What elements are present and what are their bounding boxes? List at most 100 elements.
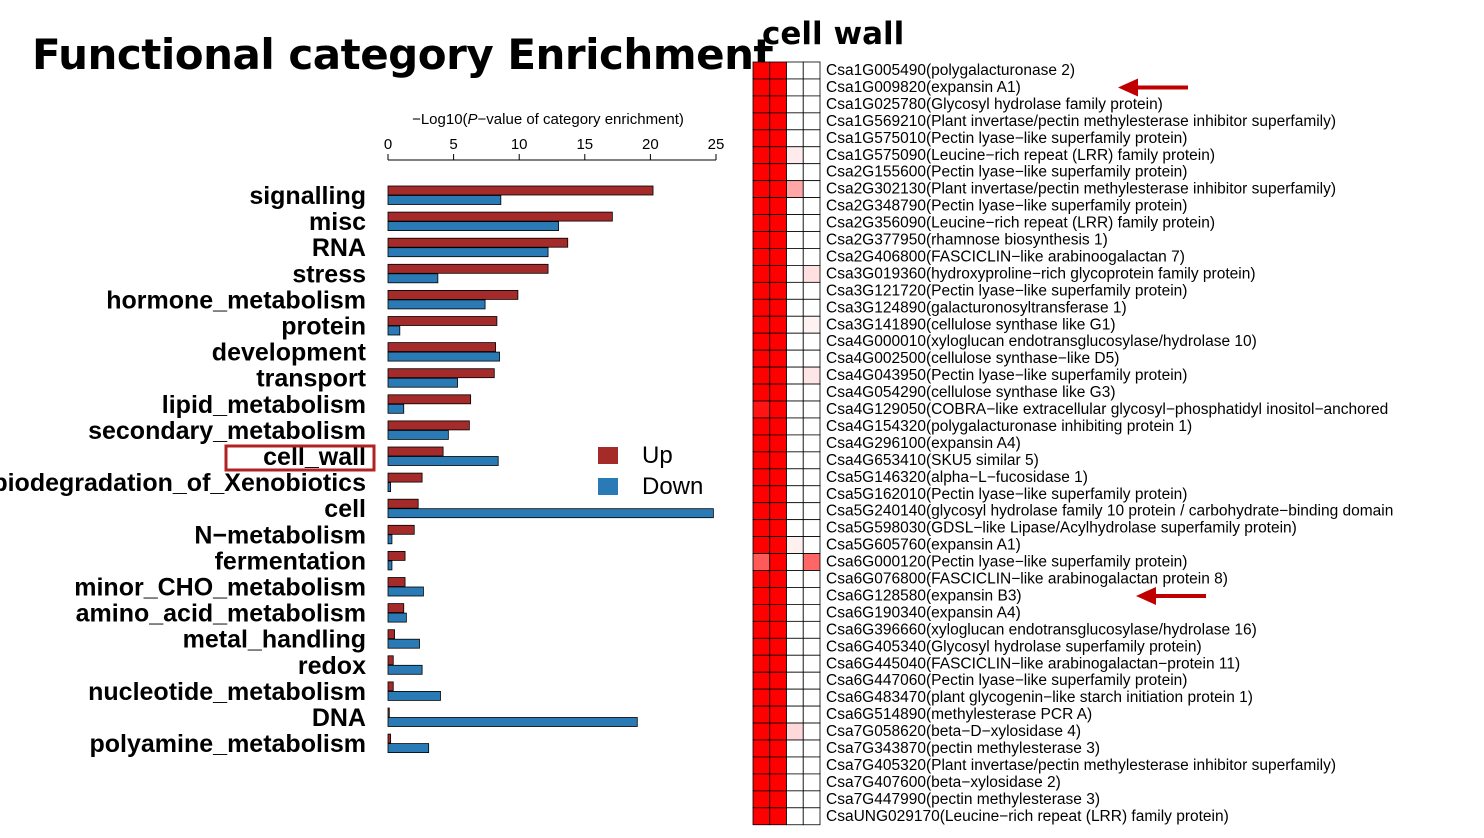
x-tick-label: 0 xyxy=(384,136,392,153)
heatmap-cell xyxy=(752,790,771,809)
heatmap-cell xyxy=(802,78,821,97)
bar-down xyxy=(387,612,407,623)
slide-title: Functional category Enrichment xyxy=(32,30,774,79)
heatmap-cell xyxy=(769,553,787,571)
heatmap-cell xyxy=(802,214,821,232)
heatmap-cell xyxy=(786,248,804,266)
heatmap-cell xyxy=(802,756,821,775)
bar-up xyxy=(387,446,444,457)
gene-label: Csa3G019360(hydroxyproline−rich glycopro… xyxy=(826,265,1255,282)
heatmap-cell xyxy=(752,671,771,690)
heatmap-cell xyxy=(752,197,771,215)
heatmap-cell xyxy=(802,197,821,215)
heatmap-cell xyxy=(786,739,804,758)
heatmap-cell xyxy=(802,773,821,792)
heatmap-cell xyxy=(786,722,804,741)
heatmap-cell xyxy=(752,400,771,419)
heatmap-cell xyxy=(752,637,771,656)
heatmap-cell xyxy=(769,281,787,300)
heatmap-cell xyxy=(752,756,771,775)
gene-label: Csa2G377950(rhamnose biosynthesis 1) xyxy=(826,232,1108,249)
bar-up xyxy=(387,603,405,613)
heatmap-cell xyxy=(786,587,804,605)
category-label: hormone_metabolism xyxy=(106,286,366,314)
heatmap-cell xyxy=(802,807,821,826)
bar-up xyxy=(387,472,423,483)
category-label: development xyxy=(212,339,367,367)
cell-wall-highlight-box xyxy=(224,444,376,472)
heatmap-cell xyxy=(752,248,771,266)
heatmap-cell xyxy=(752,180,771,198)
bar-up xyxy=(387,289,519,300)
heatmap-cell xyxy=(752,349,771,368)
heatmap-cell xyxy=(769,756,787,775)
heatmap-cell xyxy=(802,434,821,453)
bar-down xyxy=(387,299,486,310)
legend-swatch-down xyxy=(598,478,618,495)
heatmap-cell xyxy=(769,417,787,436)
heatmap-cell xyxy=(802,604,821,622)
heatmap-cell xyxy=(802,790,821,809)
category-label: nucleotide_metabolism xyxy=(88,678,366,706)
heatmap-cell xyxy=(752,434,771,453)
gene-label: Csa6G396660(xyloglucan endotransglucosyl… xyxy=(826,621,1257,638)
heatmap-cell xyxy=(752,502,771,521)
heatmap-cell xyxy=(752,417,771,436)
bar-down xyxy=(387,195,502,205)
heatmap-cell xyxy=(786,78,804,97)
heatmap-cell xyxy=(802,163,821,182)
bar-down xyxy=(387,351,500,362)
gene-label: Csa1G569210(Plant invertase/pectin methy… xyxy=(826,113,1336,130)
heatmap-cell xyxy=(802,95,821,114)
category-label: polyamine_metabolism xyxy=(90,730,366,758)
heatmap-cell xyxy=(802,671,821,690)
x-tick-label: 5 xyxy=(449,136,457,153)
heatmap-cell xyxy=(802,570,821,588)
bar-down xyxy=(387,638,420,649)
heatmap-cell xyxy=(752,519,771,538)
heatmap-cell xyxy=(786,197,804,215)
bar-up xyxy=(387,707,390,718)
heatmap-cell xyxy=(786,756,804,775)
bar-up xyxy=(387,629,395,640)
bar-up xyxy=(387,185,654,196)
bar-down xyxy=(387,429,449,440)
heatmap-cell xyxy=(769,790,787,809)
heatmap-cell xyxy=(769,434,787,453)
category-label: cell xyxy=(324,495,366,523)
heatmap-cell xyxy=(752,281,771,300)
heatmap-cell xyxy=(769,214,787,232)
heatmap-cell xyxy=(752,332,771,351)
heatmap-cell xyxy=(752,264,771,283)
gene-label: Csa6G447060(Pectin lyase−like superfamil… xyxy=(826,672,1187,689)
heatmap-cell xyxy=(802,231,821,249)
heatmap-cell xyxy=(769,146,787,165)
heatmap-cell xyxy=(786,451,804,470)
category-label: metal_handling xyxy=(183,626,366,654)
heatmap-cell xyxy=(786,553,804,571)
heatmap-cell xyxy=(769,807,787,826)
gene-label: Csa4G129050(COBRA−like extracellular gly… xyxy=(826,401,1388,418)
heatmap-cell xyxy=(802,180,821,198)
bar-down xyxy=(387,325,401,336)
bar-up xyxy=(387,577,406,587)
heatmap-cell xyxy=(769,78,787,97)
heatmap-cell xyxy=(752,451,771,470)
heatmap-cell xyxy=(802,332,821,351)
heatmap-cell xyxy=(752,705,771,724)
bar-up xyxy=(387,551,406,561)
heatmap-cell xyxy=(769,536,787,554)
gene-label: Csa6G405340(Glycosyl hydrolase superfami… xyxy=(826,638,1202,655)
heatmap-cell xyxy=(752,146,771,165)
gene-label: Csa6G514890(methylesterase PCR A) xyxy=(826,706,1092,723)
heatmap-cell xyxy=(786,95,804,114)
gene-labels: Csa1G005490(polygalacturonase 2)Csa1G009… xyxy=(826,62,1393,825)
heatmap-cell xyxy=(786,519,804,538)
heatmap-cell xyxy=(752,468,771,487)
heatmap-cell xyxy=(769,485,787,504)
heatmap-cell xyxy=(769,620,787,639)
heatmap-cell xyxy=(802,637,821,656)
heatmap-cell xyxy=(769,570,787,588)
heatmap-cell xyxy=(802,519,821,538)
heatmap-cell xyxy=(802,468,821,487)
